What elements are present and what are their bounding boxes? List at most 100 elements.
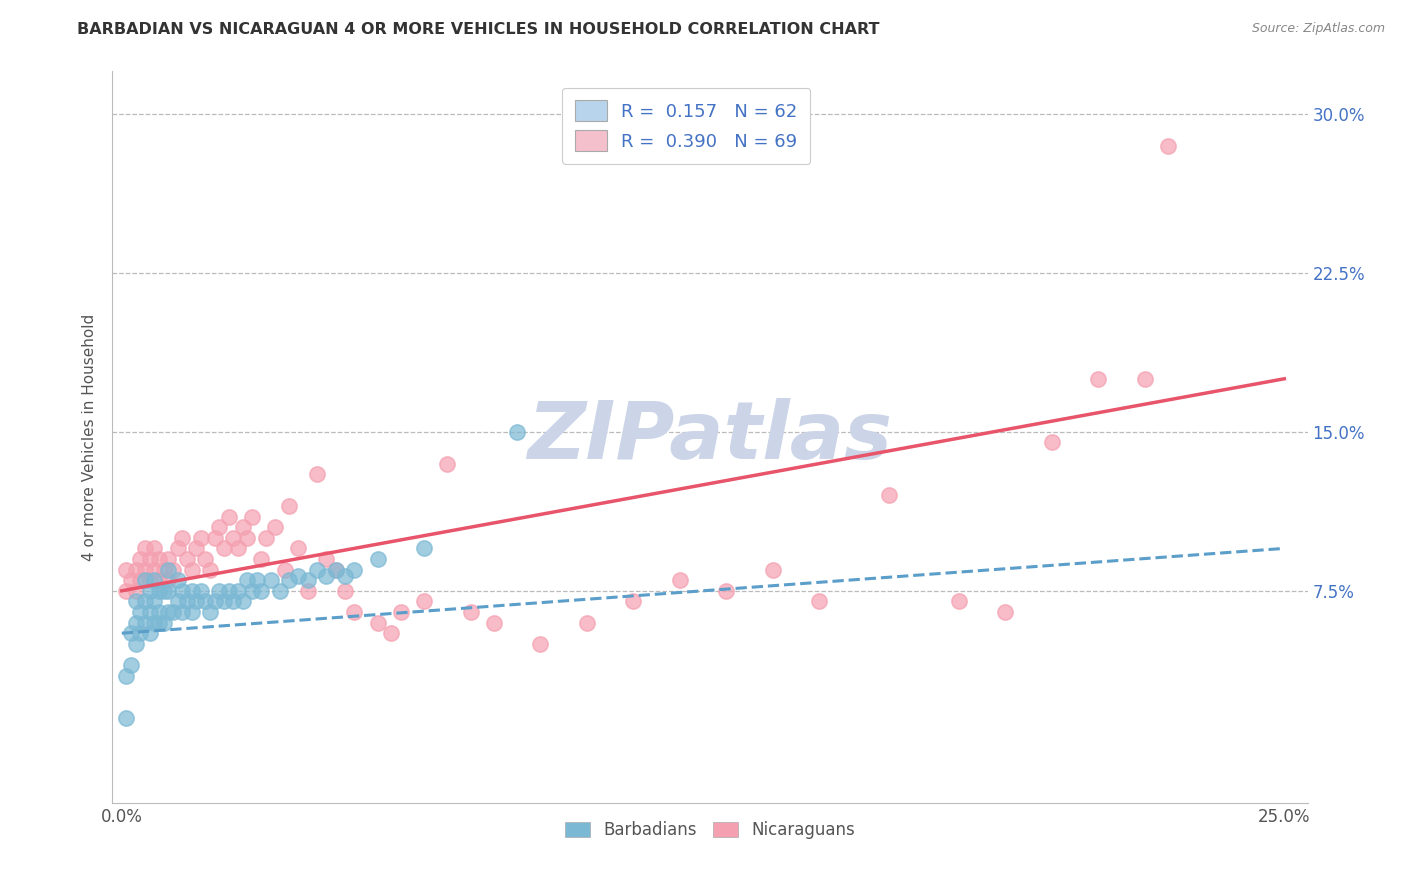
Point — [152, 615, 174, 630]
Point — [134, 563, 156, 577]
Point — [1157, 138, 1180, 153]
Point — [240, 583, 263, 598]
Point — [269, 583, 291, 598]
Point — [120, 573, 142, 587]
Point — [162, 563, 184, 577]
Point — [125, 563, 148, 577]
Point — [143, 541, 166, 556]
Point — [343, 563, 366, 577]
Point — [138, 552, 160, 566]
Point — [208, 520, 231, 534]
Point — [333, 569, 356, 583]
Point — [180, 563, 202, 577]
Point — [157, 583, 180, 598]
Point — [190, 583, 212, 598]
Point — [232, 520, 254, 534]
Point — [194, 552, 217, 566]
Point — [297, 583, 319, 598]
Point — [148, 552, 170, 566]
Point — [315, 552, 337, 566]
Point — [236, 573, 259, 587]
Point — [180, 605, 202, 619]
Point — [198, 605, 221, 619]
Point — [413, 594, 436, 608]
Point — [143, 573, 166, 587]
Point — [222, 594, 245, 608]
Point — [157, 563, 180, 577]
Point — [1133, 372, 1156, 386]
Point — [172, 531, 194, 545]
Point — [297, 573, 319, 587]
Point — [212, 541, 235, 556]
Point — [236, 531, 259, 545]
Point — [325, 563, 347, 577]
Text: Source: ZipAtlas.com: Source: ZipAtlas.com — [1251, 22, 1385, 36]
Point — [232, 594, 254, 608]
Point — [259, 573, 281, 587]
Point — [186, 541, 208, 556]
Point — [278, 573, 301, 587]
Point — [307, 467, 329, 482]
Point — [176, 594, 198, 608]
Point — [134, 615, 156, 630]
Point — [250, 583, 273, 598]
Point — [148, 583, 170, 598]
Y-axis label: 4 or more Vehicles in Household: 4 or more Vehicles in Household — [82, 313, 97, 561]
Point — [226, 583, 249, 598]
Point — [208, 583, 231, 598]
Point — [166, 573, 188, 587]
Point — [115, 668, 138, 682]
Point — [157, 605, 180, 619]
Point — [129, 605, 152, 619]
Point — [120, 626, 142, 640]
Point — [148, 605, 170, 619]
Point — [115, 583, 138, 598]
Point — [129, 626, 152, 640]
Point — [152, 563, 174, 577]
Point — [134, 541, 156, 556]
Point — [166, 541, 188, 556]
Point — [482, 615, 505, 630]
Point — [307, 563, 329, 577]
Point — [278, 499, 301, 513]
Point — [125, 637, 148, 651]
Point — [134, 594, 156, 608]
Point — [138, 626, 160, 640]
Point — [152, 583, 174, 598]
Point — [129, 552, 152, 566]
Point — [129, 573, 152, 587]
Text: ZIPatlas: ZIPatlas — [527, 398, 893, 476]
Point — [138, 605, 160, 619]
Point — [125, 615, 148, 630]
Point — [287, 541, 309, 556]
Point — [218, 509, 240, 524]
Point — [172, 583, 194, 598]
Point — [240, 509, 263, 524]
Point — [134, 573, 156, 587]
Point — [254, 531, 277, 545]
Point — [948, 594, 970, 608]
Point — [157, 552, 180, 566]
Point — [166, 594, 188, 608]
Point — [138, 583, 160, 598]
Point — [264, 520, 287, 534]
Point — [115, 563, 138, 577]
Point — [190, 531, 212, 545]
Point — [367, 552, 389, 566]
Point — [180, 583, 202, 598]
Point — [575, 615, 598, 630]
Point — [198, 563, 221, 577]
Point — [367, 615, 389, 630]
Point — [250, 552, 273, 566]
Point — [143, 594, 166, 608]
Point — [120, 658, 142, 673]
Point — [172, 605, 194, 619]
Point — [808, 594, 831, 608]
Point — [143, 563, 166, 577]
Point — [529, 637, 551, 651]
Point — [125, 583, 148, 598]
Point — [413, 541, 436, 556]
Point — [186, 594, 208, 608]
Point — [1040, 435, 1063, 450]
Point — [762, 563, 785, 577]
